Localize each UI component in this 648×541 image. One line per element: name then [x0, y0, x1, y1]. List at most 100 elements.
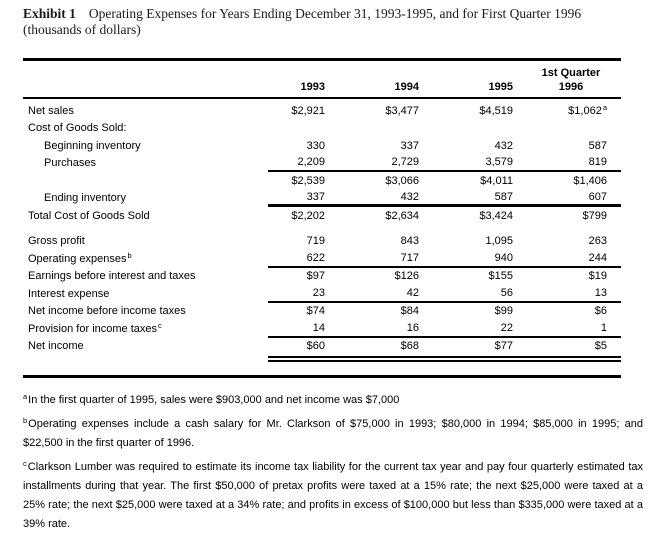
- cell-value: 23: [312, 286, 325, 299]
- cell-value: 337: [400, 139, 419, 152]
- subtotal-rule: 23 42 56 13: [268, 285, 621, 303]
- title-line: Exhibit 1 Operating Expenses for Years En…: [23, 6, 637, 22]
- table-row-net-income-before-taxes: Net income before income taxes $74 $84 $…: [23, 303, 621, 321]
- cell-value: 607: [588, 190, 607, 203]
- cell-value: 3,579: [485, 156, 513, 169]
- row-label: Gross profit: [28, 235, 85, 248]
- table-row-ebit: Earnings before interest and taxes $97 $…: [23, 268, 621, 286]
- cell-value: $799: [582, 209, 607, 222]
- cell-value: 843: [400, 235, 419, 248]
- subtotal-rule: 337 432 587 607: [268, 190, 621, 207]
- cell-value: $1,406: [573, 174, 607, 187]
- footnotes: aIn the first quarter of 1995, sales wer…: [23, 391, 643, 539]
- row-label: [23, 175, 268, 187]
- cell-value: 1,095: [485, 235, 513, 248]
- row-label: Net sales: [28, 104, 74, 117]
- table-row-gross-profit: Gross profit 719 843 1,095 263: [23, 233, 621, 251]
- cell-value: $99: [494, 305, 513, 318]
- table-row-net-income: Net income $60 $68 $77 $5: [23, 338, 621, 356]
- cell-value: $3,477: [385, 104, 419, 117]
- section-spacer: [23, 225, 621, 233]
- row-label: Interest expense: [28, 287, 110, 300]
- cell-value: 2,729: [391, 156, 419, 169]
- cell-value: 22: [500, 321, 513, 334]
- cell-value: $6: [594, 305, 607, 318]
- header-line-1: 1st Quarter: [23, 66, 621, 80]
- cell-value: $2,634: [385, 209, 419, 222]
- subtotal-rule: 2,209 2,729 3,579 819: [268, 155, 621, 172]
- footnote-c-text: Clarkson Lumber was required to estimate…: [23, 461, 643, 530]
- cell-value: 1: [600, 321, 607, 334]
- cell-value: 56: [500, 286, 513, 299]
- header-line-2: 1993 1994 1995 1996: [23, 80, 621, 94]
- footnote-b-marker: b: [23, 416, 28, 425]
- cell-value: 2,209: [297, 156, 325, 169]
- cell-value: $19: [588, 270, 607, 283]
- cell-value: $2,202: [291, 209, 325, 222]
- subtotal-rule: 622 717 940 244: [268, 250, 621, 268]
- row-label: Ending inventory: [44, 192, 126, 205]
- cell-value: $4,011: [480, 174, 513, 187]
- title-subtitle: (thousands of dollars): [23, 22, 141, 37]
- table-body: Net sales $2,921 $3,477 $4,519 $1,062a C…: [23, 99, 621, 378]
- column-header-1994: 1994: [394, 81, 419, 93]
- cell-value: 432: [400, 190, 419, 203]
- table-row-interest-expense: Interest expense 23 42 56 13: [23, 285, 621, 303]
- row-label: Purchases: [44, 157, 96, 170]
- footnote-marker-b-ref: b: [127, 250, 132, 260]
- cell-value: 42: [406, 286, 419, 299]
- row-label: Net income before income taxes: [28, 305, 186, 318]
- table-row-total-cogs: Total Cost of Goods Sold $2,202 $2,634 $…: [23, 207, 621, 225]
- cell-value: $77: [494, 340, 513, 353]
- footnote-c-marker: c: [23, 459, 27, 468]
- footnote-a-marker: a: [23, 392, 28, 401]
- column-header-q1-line1: 1st Quarter: [541, 67, 601, 79]
- table-row-purchases: Purchases 2,209 2,729 3,579 819: [23, 155, 621, 172]
- cell-value: $1,062a: [568, 102, 607, 117]
- cell-value: $3,424: [479, 209, 513, 222]
- column-header-1993: 1993: [300, 81, 325, 93]
- cell-value: $68: [400, 340, 419, 353]
- subtotal-rule: 14 16 22 1: [268, 320, 621, 338]
- cell-value: 587: [588, 139, 607, 152]
- cell-value: $126: [394, 270, 419, 283]
- footnote-marker-c-ref: c: [158, 320, 162, 330]
- cell-value: 263: [588, 235, 607, 248]
- cell-value: 587: [494, 190, 513, 203]
- cell-value: $4,519: [479, 104, 513, 117]
- footnote-marker-a-ref: a: [602, 102, 607, 112]
- cell-value: 330: [306, 139, 325, 152]
- row-label: Operating expensesb: [28, 250, 132, 265]
- column-header-q1-line2: 1996: [558, 81, 584, 93]
- cell-value: $74: [306, 305, 325, 318]
- cell-value: $60: [306, 340, 325, 353]
- footnote-a-text: In the first quarter of 1995, sales were…: [28, 394, 400, 406]
- table-row-provision-income-taxes: Provision for income taxesc 14 16 22 1: [23, 320, 621, 338]
- net-income-double-rule: [268, 356, 621, 362]
- cell-value: 940: [494, 251, 513, 264]
- column-header-1995: 1995: [488, 81, 513, 93]
- cell-value: 622: [306, 251, 325, 264]
- cell-value: 244: [588, 251, 607, 264]
- table-bottom-border: [23, 375, 621, 378]
- operating-expenses-table: 1st Quarter 1993 1994 1995 1996 Net sale…: [23, 58, 621, 378]
- footnote-b: bOperating expenses include a cash salar…: [23, 415, 643, 453]
- table-row-net-sales: Net sales $2,921 $3,477 $4,519 $1,062a: [23, 102, 621, 120]
- cell-value: $2,921: [291, 104, 325, 117]
- title-text: Operating Expenses for Years Ending Dece…: [88, 6, 582, 21]
- row-label: Cost of Goods Sold:: [28, 122, 127, 135]
- cell-value: $5: [594, 340, 607, 353]
- cell-value: $2,539: [291, 174, 325, 187]
- table-row-ending-inventory: Ending inventory 337 432 587 607: [23, 190, 621, 207]
- cell-value: 719: [306, 235, 325, 248]
- cell-value: 819: [588, 156, 607, 169]
- footnote-b-text: Operating expenses include a cash salary…: [23, 418, 643, 449]
- cell-value: $155: [488, 270, 513, 283]
- cell-value: $3,066: [385, 174, 419, 187]
- exhibit-number: Exhibit 1: [23, 6, 76, 21]
- table-row-operating-expenses: Operating expensesb 622 717 940 244: [23, 250, 621, 268]
- cell-value: 432: [494, 139, 513, 152]
- cell-value: 337: [306, 190, 325, 203]
- page-title: Exhibit 1 Operating Expenses for Years En…: [23, 6, 637, 38]
